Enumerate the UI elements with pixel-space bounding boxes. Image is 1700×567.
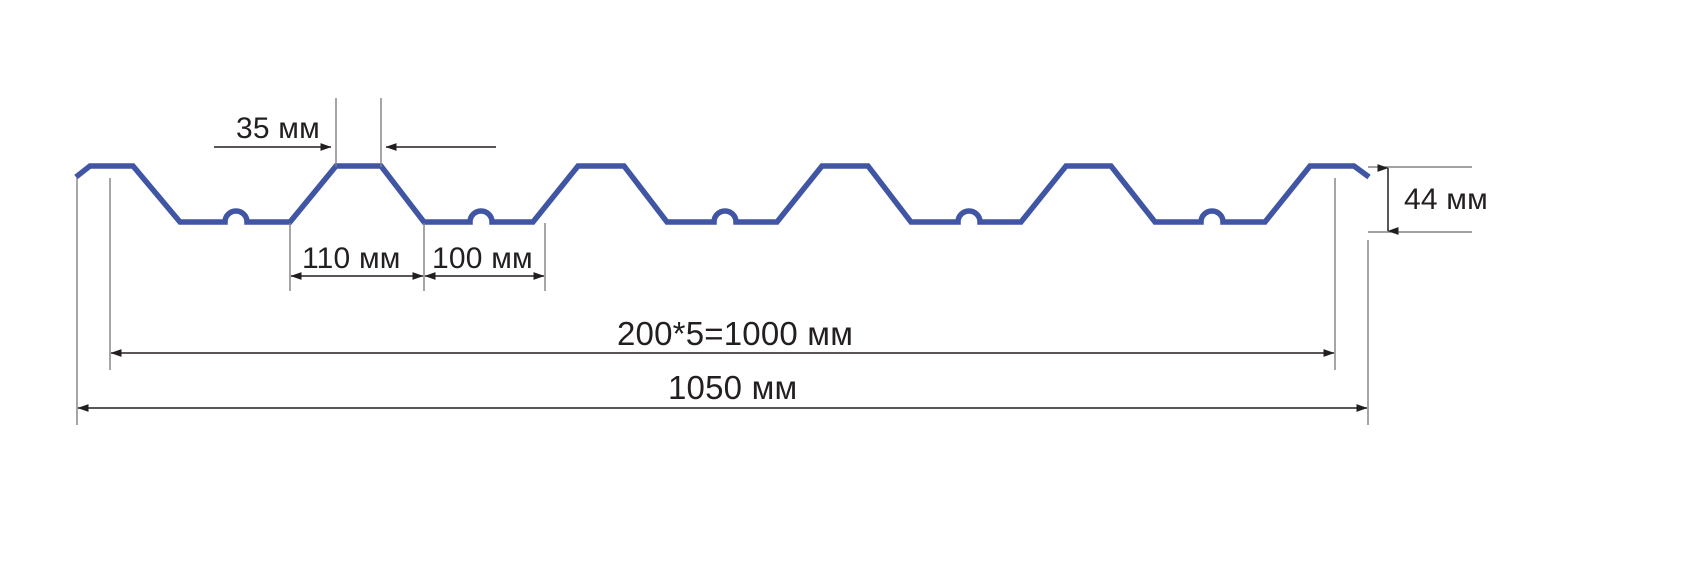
- dimension-label-span-100: 100 мм: [432, 242, 533, 275]
- dimension-label-span-110: 110 мм: [302, 242, 401, 275]
- sheet-profile-group: [74, 163, 1371, 225]
- dimension-rib-spans: 110 мм 100 мм: [289, 223, 546, 291]
- dimension-useful-width: 200*5=1000 мм: [109, 178, 1336, 370]
- sheet-profile-path: [74, 163, 1371, 225]
- dimension-crest-width: 35 мм: [214, 98, 496, 167]
- dimension-label-crest-width: 35 мм: [236, 112, 320, 145]
- dimension-label-height: 44 мм: [1404, 183, 1488, 216]
- dimension-label-total-width: 1050 мм: [668, 369, 797, 406]
- dimension-total-width: 1050 мм: [76, 178, 1369, 425]
- dimension-profile-height: 44 мм: [1368, 164, 1488, 235]
- dimension-label-useful-width: 200*5=1000 мм: [617, 315, 853, 352]
